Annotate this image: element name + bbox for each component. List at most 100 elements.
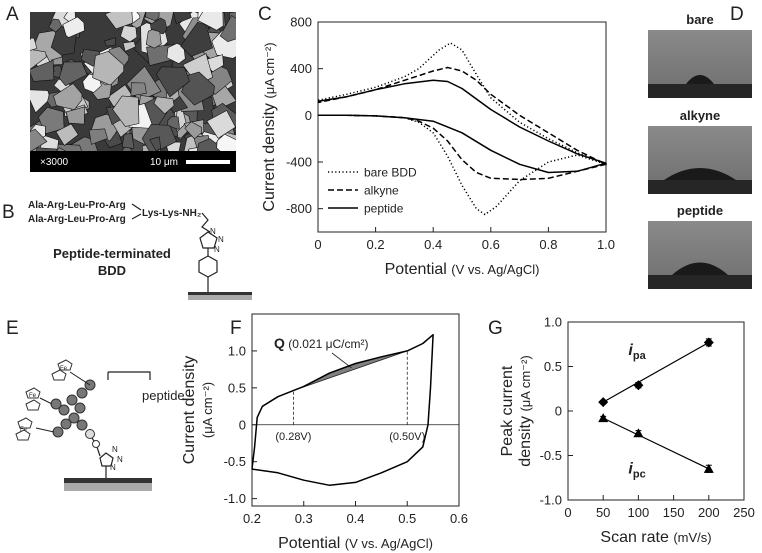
axis-label: Potential (V vs. Ag/AgCl) xyxy=(278,535,433,552)
axis-label-main: Scan rate xyxy=(600,529,669,546)
facet xyxy=(51,56,63,66)
peptide-chain: Ala-Arg-Leu-Pro-Arg xyxy=(28,214,126,225)
axis-label-main: density xyxy=(517,416,534,467)
facet xyxy=(130,82,147,97)
legend-label: alkyne xyxy=(364,184,399,198)
facet xyxy=(180,21,213,57)
x-tick-label: 0.6 xyxy=(450,511,468,526)
axis-label-main: Current density xyxy=(261,103,278,212)
panel-label: D xyxy=(730,4,744,25)
data-point xyxy=(633,428,644,438)
facet xyxy=(184,121,202,140)
axis-label-unit: (μA cm⁻²) xyxy=(518,355,533,411)
facet xyxy=(120,25,138,43)
y-tick-label: 0.5 xyxy=(228,380,246,395)
y-tick-label: 400 xyxy=(290,61,312,76)
panel-label: G xyxy=(488,318,503,339)
panel-label: C xyxy=(258,4,272,25)
series-subscript: pa xyxy=(633,350,647,362)
x-tick-label: 0.3 xyxy=(295,511,313,526)
contact-angle-photos xyxy=(648,30,752,289)
sem-image xyxy=(30,12,236,172)
magnification: ×3000 xyxy=(40,157,69,168)
peptide-label: peptide xyxy=(142,388,185,403)
x-tick-label: 250 xyxy=(733,505,755,520)
plot-frame xyxy=(567,321,745,501)
series-subscript: pc xyxy=(633,468,646,480)
x-tick-label: 50 xyxy=(596,505,610,520)
atom: N xyxy=(218,235,224,244)
facet xyxy=(112,95,140,127)
axis-label-unit: (V vs. Ag/AgCl) xyxy=(345,536,433,551)
series-label: ipc xyxy=(628,460,645,480)
atom: N xyxy=(117,455,123,464)
iron-label: Fe xyxy=(29,393,37,399)
annotation-text: (0.021 μC/cm²) xyxy=(288,337,368,351)
y-tick-label: -1.0 xyxy=(224,491,246,506)
x-tick-label: 150 xyxy=(663,505,685,520)
scale-bar xyxy=(186,160,230,164)
series-name: i xyxy=(628,460,633,477)
facet xyxy=(145,29,162,49)
peptide-chain: Ala-Arg-Leu-Pro-Arg xyxy=(28,200,126,211)
y-tick-label: 800 xyxy=(290,15,312,30)
axis-label: density (μA cm⁻²) xyxy=(517,355,534,466)
potential-label: (0.28V) xyxy=(275,431,311,443)
facet xyxy=(92,51,125,86)
axis-label: Current density (μA cm⁻²) xyxy=(261,42,278,211)
facet xyxy=(104,12,134,30)
facet xyxy=(48,18,63,33)
caption: BDD xyxy=(98,263,126,278)
data-point xyxy=(703,463,714,473)
facet xyxy=(30,128,48,153)
facet xyxy=(121,133,135,149)
facet xyxy=(150,17,168,35)
axis-label-main: Potential xyxy=(278,535,340,552)
facet xyxy=(30,37,38,51)
axis-label: (μA cm⁻²) xyxy=(200,382,215,438)
structure xyxy=(131,203,218,292)
caption: Peptide-terminated xyxy=(53,246,171,261)
facet xyxy=(172,12,192,24)
y-tick-label: -0.5 xyxy=(224,454,246,469)
y-tick-label: -0.5 xyxy=(540,448,562,463)
panel-label: F xyxy=(230,318,242,339)
atom: N xyxy=(112,445,118,454)
facet xyxy=(30,59,55,82)
axis-label: Peak current xyxy=(499,365,516,456)
y-tick-label: 1.0 xyxy=(228,343,246,358)
atom: N xyxy=(210,227,216,236)
iron-label: Fe xyxy=(20,427,28,433)
x-tick-label: 0.8 xyxy=(539,237,557,252)
facet xyxy=(149,136,162,151)
annotation: Q (0.021 μC/cm²) xyxy=(274,335,369,351)
substrate xyxy=(188,295,252,300)
sem-info-bar xyxy=(30,151,236,172)
data-point xyxy=(598,413,609,423)
y-tick-label: -400 xyxy=(286,155,312,170)
potential-label: (0.50V) xyxy=(389,431,425,443)
x-tick-label: 0 xyxy=(564,505,571,520)
x-tick-label: 0 xyxy=(314,237,321,252)
series-name: i xyxy=(628,342,633,359)
cv-curve xyxy=(317,42,607,216)
data-point xyxy=(633,380,644,391)
axis-label-main: Potential xyxy=(385,261,447,278)
x-tick-label: 200 xyxy=(698,505,720,520)
scale-label: 10 μm xyxy=(150,157,178,168)
photo-label: peptide xyxy=(677,203,723,218)
facet xyxy=(122,41,137,52)
panel-label: A xyxy=(6,4,19,25)
x-tick-label: 1.0 xyxy=(597,237,615,252)
x-tick-label: 0.6 xyxy=(482,237,500,252)
data-point xyxy=(598,397,609,408)
annotation-symbol: Q xyxy=(274,335,285,351)
axis-label-unit: (μA cm⁻²) xyxy=(262,42,277,98)
series-label: ipa xyxy=(628,342,646,362)
x-tick-label: 100 xyxy=(628,505,650,520)
legend-label: bare BDD xyxy=(364,166,417,180)
x-tick-label: 0.5 xyxy=(398,511,416,526)
cv-curve xyxy=(317,66,607,181)
cv-curve xyxy=(251,333,434,487)
x-tick-label: 0.4 xyxy=(424,237,442,252)
